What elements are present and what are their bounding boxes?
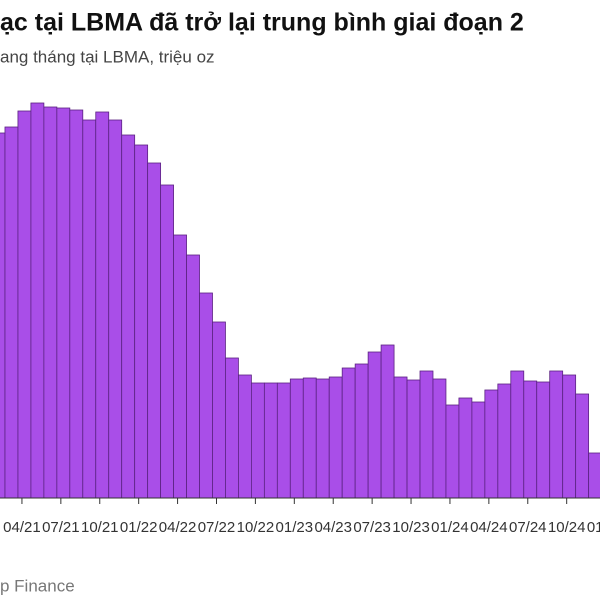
bar: [160, 184, 174, 499]
bar: [575, 393, 590, 499]
bar: [432, 378, 447, 499]
x-tick-label: 04/24: [470, 519, 508, 536]
x-tick-label: 07/21: [42, 519, 80, 536]
bar: [212, 321, 226, 499]
bar: [367, 351, 382, 499]
bar: [328, 376, 343, 499]
bar: [419, 370, 434, 499]
bar: [341, 367, 356, 499]
bar: [121, 134, 136, 499]
bar: [497, 383, 512, 499]
x-tick-label: 04/22: [159, 519, 197, 536]
x-tick-label: 07/24: [509, 519, 547, 536]
bar: [173, 234, 187, 499]
bar: [588, 452, 600, 499]
x-tick-label: 10/21: [81, 519, 119, 536]
bar: [69, 109, 84, 499]
bar: [108, 119, 123, 499]
bar: [406, 379, 421, 499]
chart-title: ạc tại LBMA đã trở lại trung bình giai đ…: [0, 9, 524, 37]
bar: [302, 377, 317, 499]
x-tick-label: 10/23: [392, 519, 430, 536]
bar: [17, 110, 32, 499]
x-tick-label: 07/23: [353, 519, 391, 536]
x-tick-label: 04/23: [314, 519, 352, 536]
bar: [147, 162, 162, 499]
chart-subtitle: ang tháng tại LBMA, triệu oz: [0, 47, 215, 66]
bar: [30, 102, 45, 499]
bar: [263, 382, 278, 499]
bar: [315, 378, 330, 499]
x-tick-label: 01/23: [276, 519, 314, 536]
x-tick-label: 07/22: [198, 519, 236, 536]
bar: [0, 132, 6, 499]
source: p Finance: [0, 576, 75, 595]
bar: [95, 111, 110, 499]
bar: [199, 292, 213, 499]
bar: [134, 144, 149, 499]
bar: [458, 397, 473, 499]
bar: [380, 344, 395, 499]
bar: [276, 382, 291, 499]
x-tick-label: 01/25: [587, 519, 600, 536]
bar: [562, 374, 577, 499]
x-tick-label: 01/22: [120, 519, 158, 536]
bar: [4, 126, 19, 499]
x-tick-label: 04/21: [3, 519, 41, 536]
bar: [549, 370, 564, 499]
plot: 04/21 07/21 10/21 01/22 04/22 07/22 10/22 01/23…: [0, 102, 600, 536]
bar: [471, 401, 486, 499]
bar: [523, 380, 538, 499]
x-tick-label: 10/24: [548, 519, 586, 536]
bar: [289, 378, 304, 499]
bar: [445, 404, 460, 499]
x-tick-label: 10/22: [237, 519, 275, 536]
x-tick-label: 01/24: [431, 519, 469, 536]
bar: [536, 381, 551, 499]
bar: [484, 389, 499, 499]
bar: [250, 382, 265, 499]
bar: [82, 119, 97, 499]
bar: [56, 107, 71, 499]
bar: [393, 376, 408, 499]
bar: [186, 254, 200, 499]
bar: [354, 363, 369, 499]
bar: [43, 106, 58, 499]
bar: [225, 357, 239, 499]
bar: [510, 370, 525, 499]
bar: [238, 374, 252, 499]
